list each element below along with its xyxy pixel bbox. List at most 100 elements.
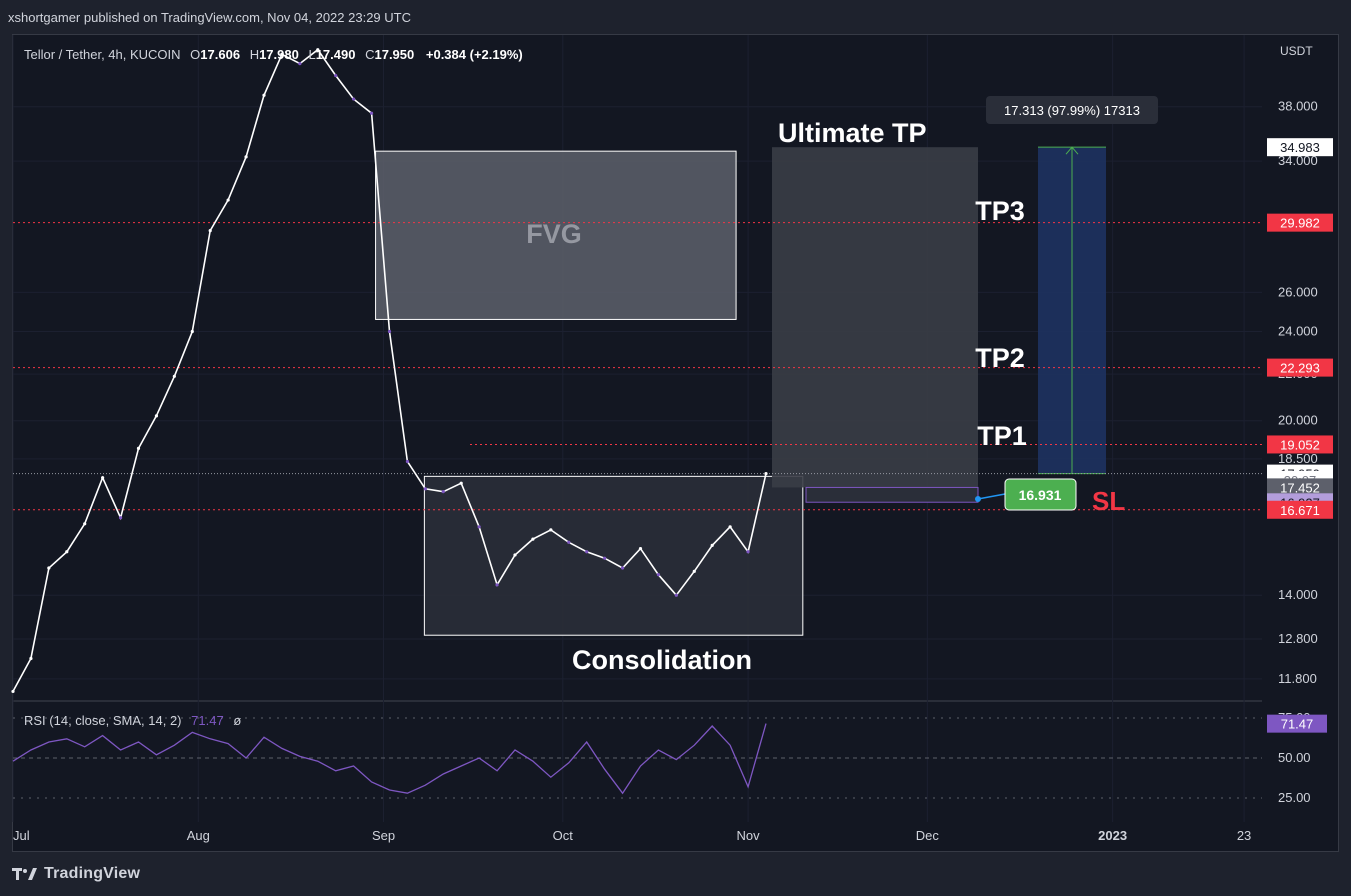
y-tick-label: 14.000 xyxy=(1278,587,1318,602)
tp1-label: TP1 xyxy=(977,421,1027,451)
price-point xyxy=(208,228,212,233)
consolidation-label: Consolidation xyxy=(572,645,752,675)
price-point xyxy=(764,472,768,476)
time-axis: Jul Aug Sep Oct Nov Dec 2023 23 xyxy=(13,828,1251,843)
measure-arrowhead xyxy=(1065,146,1079,155)
price-point xyxy=(334,73,338,78)
price-point xyxy=(423,487,427,491)
y-tick-label: 11.800 xyxy=(1278,671,1317,686)
price-point xyxy=(710,543,714,547)
tradingview-footer[interactable]: TradingView xyxy=(12,862,140,886)
price-badge-tp2 xyxy=(1267,358,1333,377)
ultimate-tp-label: Ultimate TP xyxy=(778,118,927,148)
price-point xyxy=(226,198,230,202)
price-point xyxy=(567,540,571,544)
price-point xyxy=(656,573,661,577)
x-tick-label: 23 xyxy=(1237,828,1251,843)
price-point xyxy=(638,546,643,551)
footer-brand: TradingView xyxy=(44,865,141,882)
price-series xyxy=(11,48,768,694)
y-tick-label: 20.000 xyxy=(1278,413,1318,428)
price-point xyxy=(369,111,374,115)
x-tick-label: Aug xyxy=(187,828,210,843)
price-badge-level xyxy=(1267,478,1333,497)
price-point xyxy=(585,550,589,554)
price-badge-tp1 xyxy=(1267,435,1333,454)
price-badge-sl xyxy=(1267,500,1333,519)
price-badge-tp3 xyxy=(1267,213,1333,232)
price-point xyxy=(441,490,445,494)
y-tick-label: 34.000 xyxy=(1278,153,1318,168)
rsi-badge xyxy=(1267,714,1327,733)
price-point xyxy=(136,446,141,450)
price-badge-text: 16.671 xyxy=(1280,503,1320,518)
price-badge-text: 29.982 xyxy=(1280,216,1320,231)
price-point xyxy=(47,566,51,570)
x-tick-label: Jul xyxy=(13,828,30,843)
price-axis-bg xyxy=(1264,35,1338,822)
price-point xyxy=(746,550,750,554)
zones xyxy=(375,146,1106,636)
entry-connector xyxy=(977,493,1006,500)
price-point xyxy=(280,52,284,56)
measure-label: 17.313 (97.99%) 17313 xyxy=(1004,103,1140,118)
rsi-line xyxy=(12,723,767,795)
x-tick-label: Nov xyxy=(736,828,760,843)
price-point xyxy=(29,656,33,661)
rsi-pane xyxy=(12,717,1262,799)
price-point xyxy=(118,516,123,520)
price-point xyxy=(11,689,15,694)
rsi-tick-label: 50.00 xyxy=(1278,750,1311,765)
price-point xyxy=(674,593,678,597)
price-badge-ultimate xyxy=(1267,138,1333,157)
x-tick-label: Oct xyxy=(553,828,574,843)
target-projection[interactable] xyxy=(772,147,978,488)
price-badge-text: 19.052 xyxy=(1280,437,1320,452)
tp2-label: TP2 xyxy=(975,343,1025,373)
y-tick-label: 18.500 xyxy=(1278,451,1318,466)
price-point xyxy=(620,566,625,570)
price-point xyxy=(83,522,87,526)
price-badge-text: 34.983 xyxy=(1280,140,1320,155)
rsi-legend: RSI (14, close, SMA, 14, 2) 71.47 ø xyxy=(24,713,241,728)
price-badge-text: 17.452 xyxy=(1280,480,1320,495)
symbol-name: Tellor / Tether, 4h, KUCOIN O17.606 H17.… xyxy=(24,47,523,62)
price-point xyxy=(405,459,410,464)
tradingview-logo-icon xyxy=(12,868,37,880)
price-point xyxy=(513,553,517,557)
price-point xyxy=(387,329,392,334)
y-tick-label: 26.000 xyxy=(1278,284,1318,299)
price-point xyxy=(549,528,553,532)
price-badge-text: 22.293 xyxy=(1280,361,1320,376)
tp3-label: TP3 xyxy=(975,196,1025,226)
fvg-label: FVG xyxy=(526,219,582,249)
currency-label: USDT xyxy=(1280,44,1313,58)
price-point xyxy=(477,525,481,529)
entry-badge-text: 16.931 xyxy=(1019,487,1062,503)
y-tick-label: 24.000 xyxy=(1278,324,1318,339)
price-point xyxy=(692,569,696,573)
price-point xyxy=(728,525,732,529)
y-tick-label: 38.000 xyxy=(1278,99,1318,114)
y-tick-label: 12.800 xyxy=(1278,631,1318,646)
price-point xyxy=(459,481,463,485)
x-tick-label: Sep xyxy=(372,828,395,843)
entry-anchor[interactable] xyxy=(975,496,981,502)
price-point xyxy=(101,476,105,480)
price-point xyxy=(172,374,176,378)
rsi-badge-text: 71.47 xyxy=(1281,717,1314,732)
entry-badge[interactable]: 16.931 xyxy=(1004,478,1077,511)
price-point xyxy=(190,329,194,334)
price-point xyxy=(298,62,302,66)
price-point xyxy=(154,414,159,418)
publisher-header: xshortgamer published on TradingView.com… xyxy=(8,10,411,25)
price-point xyxy=(262,93,266,97)
rsi-tick-label: 25.00 xyxy=(1278,790,1311,805)
price-point xyxy=(244,155,248,159)
price-axis: 38.00034.00026.00024.00022.00020.00018.5… xyxy=(1264,35,1338,822)
stop-zone[interactable] xyxy=(805,486,979,503)
fvg-zone[interactable] xyxy=(375,150,737,320)
price-point xyxy=(531,537,535,541)
consolidation-zone[interactable] xyxy=(423,475,804,636)
